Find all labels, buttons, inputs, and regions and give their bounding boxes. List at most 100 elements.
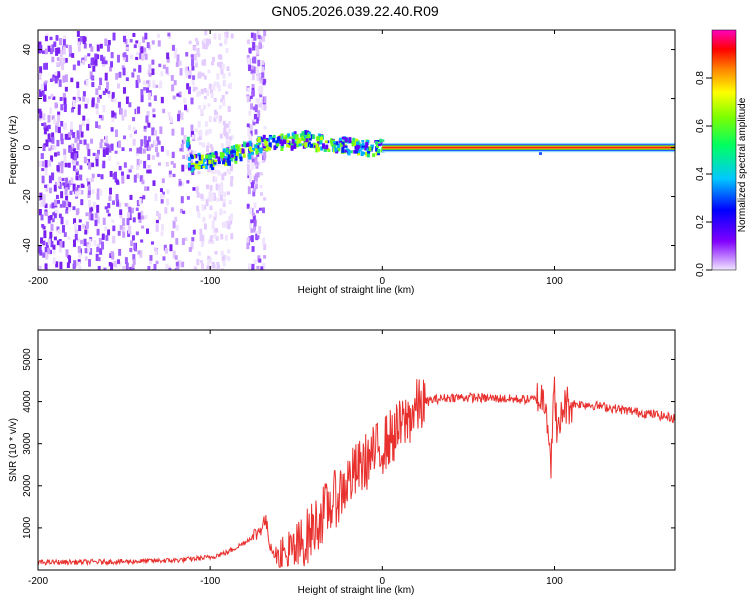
heatmap-cell xyxy=(138,64,142,73)
heatmap-cell xyxy=(222,120,226,126)
heatmap-cell xyxy=(194,38,198,42)
heatmap-cell xyxy=(74,153,78,161)
heatmap-cell xyxy=(206,145,210,153)
heatmap-cell xyxy=(95,103,99,109)
heatmap-cell xyxy=(49,231,53,238)
heatmap-cell xyxy=(262,134,266,139)
heatmap-cell xyxy=(71,156,75,165)
heatmap-cell xyxy=(68,256,72,264)
heatmap-cell xyxy=(47,45,51,52)
heatmap-cell xyxy=(78,219,82,223)
heatmap-cell xyxy=(77,104,81,109)
heatmap-cell xyxy=(154,146,158,153)
heatmap-cell xyxy=(248,64,252,71)
heatmap-cell xyxy=(43,94,47,102)
heatmap-cell xyxy=(191,58,195,67)
heatmap-cell xyxy=(62,35,66,40)
heatmap-cell xyxy=(341,136,345,140)
heatmap-cell xyxy=(65,249,69,257)
heatmap-cell xyxy=(128,102,132,108)
heatmap-cell xyxy=(219,115,223,122)
heatmap-cell xyxy=(51,115,55,120)
heatmap-cell xyxy=(155,84,159,88)
heatmap-cell xyxy=(86,158,90,166)
heatmap-cell xyxy=(188,247,192,252)
heatmap-cell xyxy=(229,213,233,220)
heatmap-cell xyxy=(223,210,227,214)
heatmap-cell xyxy=(137,212,141,220)
heatmap-cell xyxy=(75,170,79,176)
heatmap-cell xyxy=(156,210,160,217)
heatmap-cell xyxy=(207,103,211,107)
heatmap-cell xyxy=(246,164,250,171)
heatmap-cell xyxy=(227,106,231,113)
heatmap-cell xyxy=(172,95,176,100)
heatmap-cell xyxy=(45,252,49,260)
heatmap-cell xyxy=(303,138,307,142)
heatmap-cell xyxy=(256,152,260,157)
heatmap-cell xyxy=(102,104,106,113)
heatmap-cell xyxy=(224,156,228,159)
heatmap-cell xyxy=(56,121,60,126)
heatmap-cell xyxy=(57,229,61,235)
heatmap-cell xyxy=(96,246,100,253)
heatmap-cell xyxy=(222,148,226,152)
heatmap-cell xyxy=(166,150,170,156)
heatmap-cell xyxy=(217,54,221,60)
heatmap-cell xyxy=(125,54,129,62)
heatmap-cell xyxy=(63,148,67,156)
heatmap-cell xyxy=(93,240,97,247)
heatmap-cell xyxy=(90,213,94,221)
heatmap-cell xyxy=(180,208,184,214)
heatmap-cell xyxy=(110,61,114,68)
heatmap-cell xyxy=(196,205,200,211)
heatmap-cell xyxy=(122,218,126,226)
heatmap-cell xyxy=(136,173,140,179)
heatmap-cell xyxy=(136,199,140,207)
heatmap-cell xyxy=(95,109,99,115)
heatmap-cell xyxy=(133,174,137,183)
colorbar-tick-label: 0.4 xyxy=(695,167,706,181)
snr-panel: -200 -100 0 100 1000 2000 3000 4000 5000 Height… xyxy=(8,329,676,596)
heatmap-cell xyxy=(272,134,276,138)
heatmap-cell xyxy=(50,93,54,98)
heatmap-cell xyxy=(97,85,101,90)
heatmap-cell xyxy=(132,254,136,261)
heatmap-cell xyxy=(63,104,67,110)
heatmap-cell xyxy=(41,160,45,166)
heatmap-cell xyxy=(59,241,63,248)
heatmap-cell xyxy=(252,215,256,223)
heatmap-cell xyxy=(143,47,147,53)
heatmap-cell xyxy=(130,268,134,270)
heatmap-cell xyxy=(60,165,64,174)
heatmap-cell xyxy=(284,135,288,140)
heatmap-cell xyxy=(62,201,66,208)
heatmap-cell xyxy=(201,161,205,168)
heatmap-cell xyxy=(62,182,66,186)
heatmap-cell xyxy=(60,191,64,199)
heatmap-cell xyxy=(107,229,111,236)
heatmap-cell xyxy=(56,62,60,67)
heatmap-cell xyxy=(111,200,115,205)
heatmap-cell xyxy=(153,129,157,136)
bottom-x-tick-label: -200 xyxy=(28,576,48,587)
heatmap-cell xyxy=(254,129,258,135)
heatmap-cell xyxy=(307,141,311,147)
heatmap-cell xyxy=(51,132,55,138)
heatmap-cell xyxy=(204,156,208,162)
heatmap-cell xyxy=(248,110,252,116)
heatmap-cell xyxy=(538,150,542,155)
heatmap-cell xyxy=(121,171,125,176)
heatmap-cell xyxy=(160,96,164,104)
heatmap-cell xyxy=(53,236,57,241)
heatmap-cell xyxy=(119,209,123,216)
heatmap-cell xyxy=(320,146,324,151)
heatmap-cell xyxy=(251,90,255,97)
heatmap-cell xyxy=(194,154,198,159)
heatmap-cell xyxy=(202,142,206,148)
heatmap-cell xyxy=(207,69,211,74)
colorbar-gradient xyxy=(711,29,737,271)
heatmap-cell xyxy=(53,145,57,150)
heatmap-cell xyxy=(262,237,266,245)
